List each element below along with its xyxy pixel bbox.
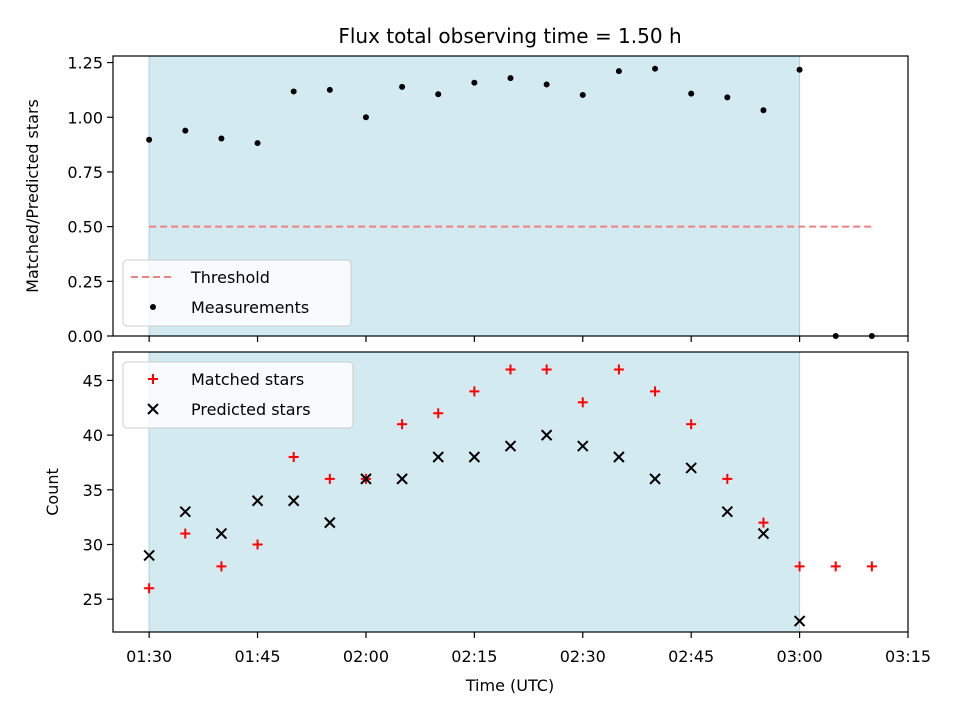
legend-matched-swatch	[148, 374, 158, 384]
predicted-star-point	[468, 451, 481, 463]
legend-predicted-label: Predicted stars	[191, 400, 311, 419]
legend-measurements-label: Measurements	[191, 298, 309, 317]
top-y-tick-label: 0.25	[67, 272, 103, 291]
matched-star-point	[180, 528, 191, 539]
x-tick-label: 03:15	[885, 647, 931, 666]
x-tick-label: 01:30	[126, 647, 172, 666]
top-y-tick-label: 1.25	[67, 54, 103, 73]
matched-star-point	[433, 408, 444, 419]
bottom-panel: 25 30 35 40 45 01:30 01:45 02:00 02:15 02:30 02:4…	[43, 351, 931, 695]
measurement-point	[796, 66, 803, 73]
bottom-y-tick-label: 35	[83, 481, 103, 500]
matched-star-point	[505, 364, 516, 375]
predicted-star-point	[143, 549, 155, 562]
measurement-point	[579, 91, 586, 98]
measurement-point	[254, 140, 261, 147]
predicted-star-point	[324, 516, 336, 529]
measurement-point	[652, 65, 659, 72]
matched-star-point	[397, 419, 408, 430]
bottom-y-tick-label: 30	[83, 536, 103, 555]
measurement-point	[471, 79, 478, 86]
top-y-axis-label: Matched/Predicted stars	[23, 99, 42, 293]
bottom-legend: Matched stars Predicted stars	[122, 361, 354, 429]
matched-star-point	[758, 517, 769, 528]
bottom-y-tick-label: 40	[83, 426, 103, 445]
matched-star-point	[541, 364, 552, 375]
matched-star-point	[216, 561, 227, 572]
measurement-point	[182, 127, 189, 134]
measurement-point	[724, 94, 731, 101]
measurement-point	[290, 88, 297, 95]
legend-measurements-swatch	[150, 304, 156, 310]
matched-star-point	[324, 473, 335, 484]
predicted-star-point	[721, 505, 734, 518]
x-tick-label: 02:00	[343, 647, 389, 666]
measurement-point	[362, 114, 369, 121]
top-y-tick-label: 1.00	[67, 108, 103, 127]
matched-star-point	[577, 397, 588, 408]
measurement-point	[760, 107, 767, 114]
legend-threshold-label: Threshold	[190, 268, 270, 287]
x-tick-label: 03:00	[777, 647, 823, 666]
predicted-star-point	[649, 473, 661, 485]
bottom-y-axis-label: Count	[43, 468, 62, 516]
predicted-star-point	[179, 505, 191, 518]
matched-star-point	[794, 561, 805, 572]
measurement-point	[435, 91, 442, 98]
predicted-star-point	[360, 473, 372, 485]
matched-star-point	[252, 539, 263, 550]
matched-star-point	[469, 386, 480, 397]
x-tick-label: 02:15	[451, 647, 497, 666]
matched-star-point	[650, 386, 661, 397]
predicted-star-point	[251, 495, 264, 507]
predicted-star-point	[757, 527, 770, 540]
bottom-y-tick-label: 25	[83, 590, 103, 609]
x-tick-label: 02:45	[668, 647, 714, 666]
x-tick-label: 01:45	[234, 647, 280, 666]
top-panel: 0.00 0.25 0.50 0.75 1.00 1.25 Matched/Predict…	[23, 54, 909, 346]
measurement-point	[543, 81, 550, 88]
measurement-point	[326, 86, 333, 93]
top-legend: Threshold Measurements	[122, 259, 352, 327]
measurement-point	[146, 136, 153, 143]
predicted-star-point	[540, 429, 553, 441]
predicted-star-point	[396, 473, 408, 485]
top-y-tick-label: 0.00	[67, 327, 103, 346]
matched-star-point	[288, 452, 299, 462]
predicted-star-point	[287, 495, 300, 507]
predicted-star-point	[613, 451, 625, 463]
matched-star-point	[722, 473, 733, 484]
predicted-star-point	[432, 451, 444, 463]
measurement-point	[615, 68, 622, 75]
bottom-y-tick-label: 45	[83, 371, 103, 390]
measurement-point	[507, 75, 514, 82]
matched-star-point	[144, 583, 155, 594]
predicted-star-point	[685, 462, 697, 474]
x-tick-label: 02:30	[560, 647, 606, 666]
matched-star-point	[830, 561, 841, 572]
matched-star-point	[686, 419, 697, 430]
measurement-point	[688, 90, 695, 97]
x-axis-label: Time (UTC)	[465, 676, 554, 695]
measurement-point	[399, 83, 406, 90]
legend-matched-label: Matched stars	[191, 370, 304, 389]
predicted-star-point	[793, 615, 806, 627]
predicted-star-point	[577, 440, 589, 452]
chart-title: Flux total observing time = 1.50 h	[338, 24, 681, 48]
top-plot-frame	[112, 55, 909, 337]
matched-star-point	[613, 364, 624, 375]
measurement-point	[218, 135, 225, 142]
bottom-plot-frame	[112, 351, 909, 633]
predicted-star-point	[504, 440, 517, 452]
matched-star-point	[866, 561, 877, 572]
top-y-tick-label: 0.50	[67, 218, 103, 237]
top-y-tick-label: 0.75	[67, 163, 103, 182]
legend-predicted-swatch	[147, 403, 159, 415]
predicted-star-point	[215, 527, 228, 540]
